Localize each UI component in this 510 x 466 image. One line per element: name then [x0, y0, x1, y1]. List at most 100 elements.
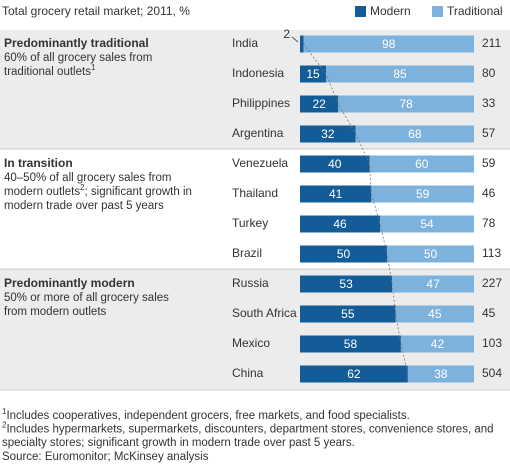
bar-segment [371, 185, 474, 203]
group-title: Predominantly traditional [4, 36, 149, 50]
group-description: 40–50% of all grocery sales from [4, 172, 171, 184]
value-label: 42 [431, 337, 445, 351]
category-label: Thailand [232, 186, 278, 200]
bar-segment [303, 35, 474, 53]
superscript: 2 [2, 421, 7, 430]
bar-segment [392, 275, 474, 293]
group-title: Predominantly modern [4, 276, 135, 290]
group-title: In transition [4, 156, 73, 170]
value-label: 45 [428, 307, 442, 321]
bar-segment [300, 365, 408, 383]
market-size: 211 [482, 36, 501, 50]
bar-segment [300, 215, 381, 233]
bar-segment [300, 95, 339, 113]
value-label: 38 [434, 367, 448, 381]
value-label: 98 [382, 37, 396, 51]
text-part: ; significant growth in [85, 186, 192, 198]
bar-segment [300, 335, 401, 353]
value-label: 47 [426, 277, 440, 291]
chart-title: Total grocery retail market; 2011, % [2, 4, 190, 18]
value-label: 32 [321, 127, 335, 141]
text-part: traditional outlets [4, 66, 91, 78]
value-label: 60 [415, 157, 429, 171]
group-description: from modern outlets [4, 306, 107, 318]
bar-segment [407, 365, 474, 383]
text-part: 40–50% of all grocery sales from [4, 172, 171, 184]
superscript: 2 [80, 183, 85, 192]
market-size: 227 [482, 276, 502, 290]
value-label: 53 [339, 277, 353, 291]
bar-segment [300, 245, 387, 263]
value-label: 40 [328, 157, 342, 171]
text-part: specialty stores; significant growth in … [2, 437, 355, 449]
label-leader [291, 36, 299, 43]
bar-segment [369, 155, 474, 173]
market-size: 113 [482, 246, 501, 260]
category-label: Indonesia [232, 66, 284, 80]
text-part: modern outlets [4, 186, 80, 198]
value-label: 62 [347, 367, 361, 381]
market-size: 504 [482, 366, 502, 380]
bar-segment [338, 95, 474, 113]
legend-label: Modern [370, 4, 411, 18]
value-label: 54 [420, 217, 434, 231]
footnote: 2Includes hypermarkets, supermarkets, di… [2, 421, 494, 436]
category-label: Venezuela [232, 156, 288, 170]
market-size: 46 [482, 186, 496, 200]
bar-segment [300, 125, 356, 143]
market-size: 80 [482, 66, 496, 80]
bar-segment [400, 335, 474, 353]
connector [303, 43, 409, 375]
category-label: Mexico [232, 336, 270, 350]
value-label: 85 [393, 67, 407, 81]
text-part: Includes hypermarkets, supermarkets, dis… [6, 424, 493, 436]
value-label: 50 [337, 247, 351, 261]
group-description: 60% of all grocery sales from [4, 52, 152, 64]
category-label: Argentina [232, 126, 284, 140]
text-part: 60% of all grocery sales from [4, 52, 152, 64]
category-label: India [232, 36, 258, 50]
bar-segment [300, 35, 304, 53]
category-label: Russia [232, 276, 269, 290]
text-part: Includes cooperatives, independent groce… [6, 410, 409, 422]
value-label: 15 [306, 67, 320, 81]
bar-segment [387, 245, 474, 263]
bar-segment [300, 275, 393, 293]
market-size: 103 [482, 336, 502, 350]
group-description: modern outlets2; significant growth in [4, 183, 192, 198]
value-label: 58 [344, 337, 358, 351]
market-size: 45 [482, 306, 496, 320]
value-label: 41 [329, 187, 343, 201]
bar-segment [300, 155, 370, 173]
legend-swatch [355, 6, 366, 17]
superscript: 1 [2, 407, 7, 416]
value-label: 55 [341, 307, 355, 321]
text-part: modern trade over past 5 years [4, 200, 164, 212]
market-size: 33 [482, 96, 496, 110]
market-size: 57 [482, 126, 496, 140]
value-label: 59 [416, 187, 430, 201]
value-label: 22 [312, 97, 326, 111]
value-label: 50 [424, 247, 438, 261]
bar-segment [380, 215, 474, 233]
value-label: 46 [333, 217, 347, 231]
group-description: 50% or more of all grocery sales [4, 292, 169, 304]
category-label: China [232, 366, 264, 380]
footnote: 1Includes cooperatives, independent groc… [2, 407, 410, 422]
group-description: traditional outlets1 [4, 63, 96, 78]
category-label: Philippines [232, 96, 290, 110]
bar-segment [355, 125, 474, 143]
bar-segment [300, 185, 372, 203]
value-label: 2 [283, 27, 290, 41]
market-size: 59 [482, 156, 496, 170]
bar-segment [300, 305, 396, 323]
category-label: Turkey [232, 216, 268, 230]
superscript: 1 [91, 63, 96, 72]
value-label: 78 [399, 97, 413, 111]
bar-segment [395, 305, 474, 323]
category-label: South Africa [232, 306, 297, 320]
legend-label: Traditional [447, 4, 503, 18]
footnote: specialty stores; significant growth in … [2, 437, 355, 449]
bar-segment [326, 65, 474, 83]
